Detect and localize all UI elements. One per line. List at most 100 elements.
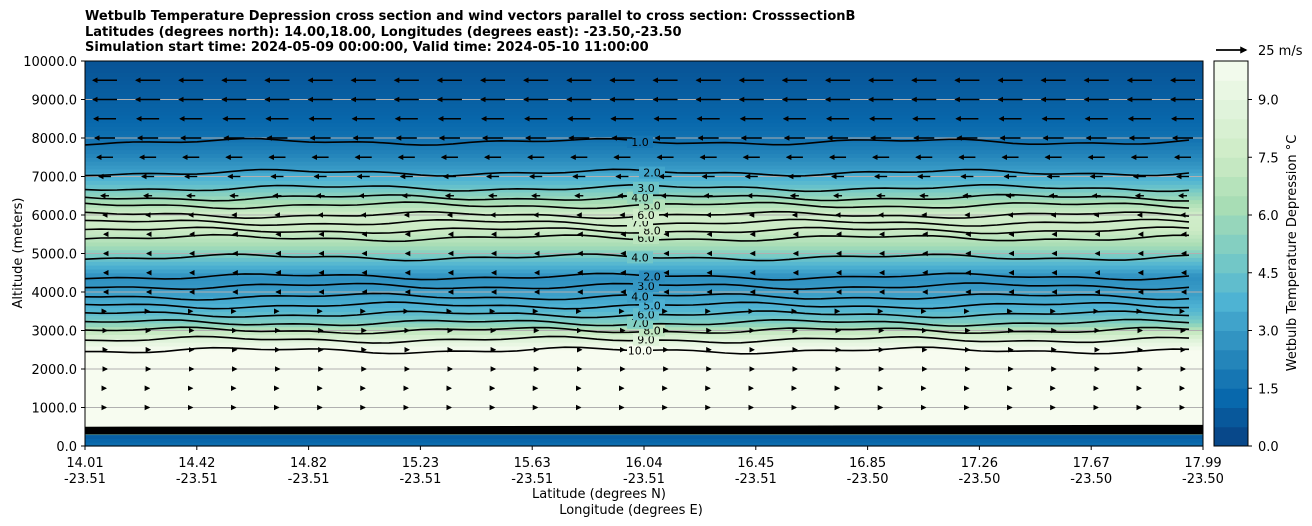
field-band bbox=[85, 72, 1203, 77]
field-band bbox=[85, 145, 1203, 151]
contour-line bbox=[84, 301, 1190, 310]
x-tick-label-lon: -23.51 bbox=[735, 472, 777, 487]
contour-label-bg bbox=[627, 191, 653, 204]
contour-label-bg bbox=[627, 135, 653, 148]
contour-line bbox=[84, 201, 1190, 210]
colorbar-tick-label: 4.5 bbox=[1258, 267, 1279, 282]
contour-label: 6.0 bbox=[637, 308, 655, 321]
field-band bbox=[85, 399, 1203, 405]
colorbar-tick-label: 7.5 bbox=[1258, 151, 1279, 166]
contour-label-bg bbox=[627, 290, 653, 303]
colorbar-tick-label: 1.5 bbox=[1258, 382, 1279, 397]
field-band bbox=[85, 261, 1203, 266]
x-tick-label-lon: -23.51 bbox=[511, 472, 553, 487]
field-band bbox=[85, 130, 1203, 135]
colorbar-segment bbox=[1214, 195, 1248, 216]
colorbar-frame bbox=[1213, 60, 1249, 447]
x-tick-label-lat: 15.23 bbox=[402, 456, 439, 471]
field-band bbox=[85, 392, 1203, 397]
colorbar-segment bbox=[1214, 99, 1248, 120]
title-line-3: Simulation start time: 2024-05-09 00:00:… bbox=[85, 40, 649, 55]
contour-label: 4.0 bbox=[631, 291, 649, 304]
field-band bbox=[85, 369, 1203, 374]
field-band bbox=[85, 442, 1203, 447]
x-tick-label-lon: -23.50 bbox=[847, 472, 889, 487]
field-band bbox=[85, 126, 1203, 131]
field-band bbox=[85, 95, 1203, 101]
field-band bbox=[85, 384, 1203, 389]
field-band bbox=[85, 395, 1203, 401]
x-tick-label-lat: 17.99 bbox=[1184, 456, 1221, 471]
field-band bbox=[85, 361, 1203, 366]
contour-label-bg bbox=[627, 344, 653, 357]
x-tick-label-lat: 14.01 bbox=[66, 456, 103, 471]
field-band bbox=[85, 84, 1203, 89]
colorbar-segment bbox=[1214, 253, 1248, 274]
field-band bbox=[85, 376, 1203, 382]
field-band bbox=[85, 99, 1203, 104]
y-tick-label: 10000.0 bbox=[23, 55, 77, 70]
quiver-key-label: 25 m/s bbox=[1258, 44, 1303, 59]
colorbar-segment bbox=[1214, 311, 1248, 331]
y-tick-label: 8000.0 bbox=[32, 132, 78, 147]
colorbar-segment bbox=[1214, 330, 1248, 351]
x-tick-label-lon: -23.51 bbox=[288, 472, 330, 487]
colorbar-tick-label: 3.0 bbox=[1258, 325, 1279, 340]
contour-line bbox=[84, 168, 1190, 177]
quiver-key: 25 m/s bbox=[1216, 44, 1303, 59]
colorbar-label: Wetbulb Temperature Depression °C bbox=[1285, 135, 1300, 372]
field-band bbox=[85, 245, 1203, 251]
y-tick-label: 5000.0 bbox=[32, 248, 78, 263]
x-tick-label-lat: 15.63 bbox=[514, 456, 551, 471]
field-band bbox=[85, 87, 1203, 93]
colorbar-segment bbox=[1214, 118, 1248, 139]
contour-label: 1.0 bbox=[631, 136, 649, 149]
field-band bbox=[85, 103, 1203, 108]
y-axis-label: Altitude (meters) bbox=[11, 198, 26, 309]
field-band bbox=[85, 157, 1203, 162]
x-tick-label-lon: -23.50 bbox=[1182, 472, 1224, 487]
y-tick-label: 0.0 bbox=[56, 440, 77, 455]
contour-label: 10.0 bbox=[628, 345, 653, 358]
field-band bbox=[85, 419, 1203, 424]
contour-label: 6.0 bbox=[637, 209, 655, 222]
contour-label-bg bbox=[627, 251, 653, 264]
field-band bbox=[85, 372, 1203, 378]
title-line-1: Wetbulb Temperature Depression cross sec… bbox=[85, 9, 856, 24]
x-tick-label-lat: 16.45 bbox=[737, 456, 774, 471]
colorbar-segment bbox=[1214, 176, 1248, 197]
contour-line bbox=[84, 226, 1190, 235]
chart-title: Wetbulb Temperature Depression cross sec… bbox=[85, 9, 855, 56]
contour-lines: 10.09.08.07.06.05.04.03.02.04.06.08.07.0… bbox=[84, 135, 1203, 435]
x-tick-label-lon: -23.51 bbox=[176, 472, 218, 487]
x-axis-label-lat: Latitude (degrees N) bbox=[532, 487, 666, 502]
field-band bbox=[85, 357, 1203, 362]
contour-label-bg bbox=[639, 270, 665, 283]
x-tick-label-lon: -23.50 bbox=[958, 472, 1000, 487]
contour-label: 4.0 bbox=[631, 192, 649, 205]
field-band bbox=[85, 122, 1203, 128]
colorbar-segment bbox=[1214, 426, 1248, 447]
y-tick-label: 6000.0 bbox=[32, 209, 78, 224]
x-axis-label-lon: Longitude (degrees E) bbox=[559, 503, 703, 518]
field-band bbox=[85, 241, 1203, 247]
field-band bbox=[85, 265, 1203, 270]
colorbar-segment bbox=[1214, 61, 1248, 81]
colorbar-segment bbox=[1214, 292, 1248, 312]
contour-label-bg bbox=[633, 280, 659, 293]
x-tick-label-lon: -23.51 bbox=[623, 472, 665, 487]
x-tick-label-lat: 14.42 bbox=[178, 456, 215, 471]
x-tick-label-lat: 16.85 bbox=[849, 456, 886, 471]
field-band bbox=[85, 80, 1203, 85]
field-band bbox=[85, 68, 1203, 74]
field-band bbox=[85, 365, 1203, 370]
contour-label: 2.0 bbox=[643, 271, 661, 284]
colorbar-segment bbox=[1214, 388, 1248, 408]
axes: 0.0 1000.0 2000.0 3000.0 4000.0 5000.0 6000.0 7… bbox=[23, 55, 1224, 487]
y-tick-label: 3000.0 bbox=[32, 325, 78, 340]
contour-label: 3.0 bbox=[637, 182, 655, 195]
field-band bbox=[85, 153, 1203, 158]
field-band bbox=[85, 118, 1203, 124]
field-band bbox=[85, 76, 1203, 81]
